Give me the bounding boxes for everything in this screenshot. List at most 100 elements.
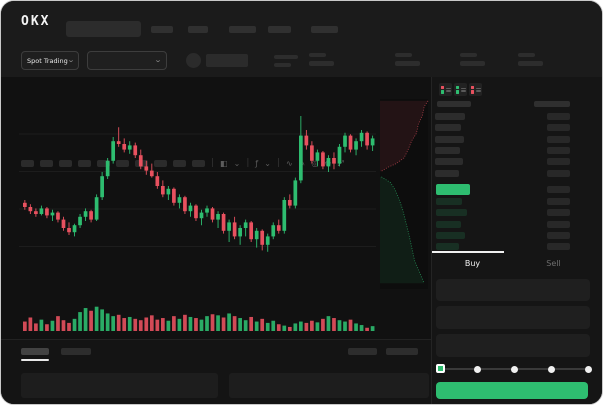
nav-item-placeholder[interactable] <box>268 26 291 33</box>
last-price-bar[interactable] <box>436 184 470 195</box>
candle-body <box>78 216 82 226</box>
bottom-tab[interactable] <box>61 348 91 355</box>
bid-price-placeholder[interactable] <box>436 209 467 217</box>
pair-selector-dropdown[interactable]: ⌄ <box>87 51 167 70</box>
interval-button-placeholder[interactable] <box>78 160 91 167</box>
bid-price-placeholder[interactable] <box>436 198 462 205</box>
bid-price-placeholder[interactable] <box>436 243 459 251</box>
volume-bar <box>83 308 88 331</box>
candle-body <box>199 212 204 219</box>
ask-price-placeholder[interactable] <box>435 113 465 120</box>
chevron-down-icon[interactable]: ⌄ <box>264 158 271 168</box>
candle-body <box>116 141 121 144</box>
interval-button-placeholder[interactable] <box>154 160 167 167</box>
amount-placeholder[interactable] <box>547 186 570 193</box>
volume-bar <box>287 326 292 331</box>
interval-button-placeholder[interactable] <box>21 160 34 167</box>
depth-asks-curve <box>381 100 429 172</box>
ask-price-placeholder[interactable] <box>435 135 464 143</box>
tab-buy[interactable]: Buy <box>464 258 481 268</box>
ask-amount-placeholder[interactable] <box>547 113 570 120</box>
candle-body <box>100 176 104 198</box>
volume-bar <box>276 324 281 331</box>
nav-item-placeholder[interactable] <box>188 26 208 33</box>
bottom-tab-active[interactable] <box>21 348 49 355</box>
candle-body <box>227 222 231 231</box>
interval-button-placeholder[interactable] <box>97 160 110 167</box>
bottom-panel-placeholder <box>21 373 218 398</box>
tab-sell[interactable]: Sell <box>546 258 561 268</box>
ask-amount-placeholder[interactable] <box>547 158 570 166</box>
interval-button-placeholder[interactable] <box>173 160 186 167</box>
slider-handle[interactable] <box>435 364 445 373</box>
orderbook-header-amount <box>534 101 570 107</box>
coin-icon <box>186 53 201 68</box>
interval-button-placeholder[interactable] <box>59 160 72 167</box>
candle-body <box>127 145 132 150</box>
ask-amount-placeholder[interactable] <box>547 146 570 154</box>
volume-bar <box>61 320 66 331</box>
slider-stop-dot[interactable] <box>584 365 592 373</box>
chevron-down-icon[interactable]: ⌄ <box>233 158 241 168</box>
bid-amount-placeholder[interactable] <box>547 220 570 228</box>
slider-stop-dot[interactable] <box>473 365 481 373</box>
volume-bar <box>111 316 116 331</box>
candle-body <box>210 208 215 220</box>
volume-bar <box>315 322 320 331</box>
bid-amount-placeholder[interactable] <box>547 209 570 217</box>
amount-input[interactable] <box>436 306 590 329</box>
screenshot-icon[interactable]: ◎ <box>311 158 319 168</box>
candle-style-icon[interactable]: ◧ <box>220 158 228 168</box>
bid-price-placeholder[interactable] <box>436 231 465 239</box>
price-input[interactable] <box>436 279 590 301</box>
ask-amount-placeholder[interactable] <box>547 135 570 143</box>
book-combined-icon[interactable] <box>439 83 452 96</box>
search-input[interactable] <box>66 21 141 37</box>
bottom-panel-placeholder <box>229 373 429 398</box>
bottom-action-button[interactable] <box>386 348 418 355</box>
volume-bar <box>78 312 82 331</box>
chart-section: |◧⌄|ƒ⌄|∿✎◎⚙⤢ <box>1 77 431 339</box>
ask-amount-placeholder[interactable] <box>547 169 570 177</box>
nav-item-placeholder[interactable] <box>151 26 173 33</box>
book-asks-icon[interactable] <box>469 83 482 96</box>
market-type-button[interactable]: Spot Trading ⌄ <box>21 51 79 70</box>
volume-bar <box>28 317 33 331</box>
candle-body <box>232 222 237 237</box>
slider-stop-dot[interactable] <box>547 365 555 373</box>
depth-asks-fill <box>380 100 428 172</box>
volume-bar <box>271 320 276 331</box>
bid-amount-placeholder[interactable] <box>547 231 570 239</box>
top-navbar: OKX <box>1 1 602 45</box>
candle-body <box>34 211 38 214</box>
submit-buy-button[interactable] <box>436 382 588 399</box>
candle-body <box>359 132 364 142</box>
slider-stop-dot[interactable] <box>510 365 518 373</box>
line-tool-icon[interactable]: ∿ <box>285 158 293 168</box>
interval-button-placeholder[interactable] <box>40 160 53 167</box>
bid-price-placeholder[interactable] <box>436 220 461 228</box>
candle-body <box>293 180 298 206</box>
bottom-action-button[interactable] <box>348 348 377 355</box>
nav-item-placeholder[interactable] <box>229 26 256 33</box>
volume-bar <box>122 318 127 331</box>
interval-button-placeholder[interactable] <box>192 160 205 167</box>
nav-item-placeholder[interactable] <box>311 26 338 33</box>
pair-name-placeholder <box>206 54 248 67</box>
book-bids-icon[interactable] <box>454 83 467 96</box>
ask-price-placeholder[interactable] <box>435 169 459 177</box>
indicators-icon[interactable]: ƒ <box>255 158 259 168</box>
ask-price-placeholder[interactable] <box>435 124 461 132</box>
interval-button-placeholder[interactable] <box>116 160 129 167</box>
bid-amount-placeholder[interactable] <box>547 243 570 251</box>
orderbook-trade-panel: Buy Sell <box>431 77 602 404</box>
volume-bar <box>332 318 336 331</box>
candle-body <box>249 222 254 240</box>
ask-price-placeholder[interactable] <box>435 158 463 166</box>
total-input[interactable] <box>436 334 590 357</box>
bid-amount-placeholder[interactable] <box>547 198 570 205</box>
ask-amount-placeholder[interactable] <box>547 124 570 132</box>
candlestick-chart-canvas[interactable] <box>19 97 429 341</box>
ask-price-placeholder[interactable] <box>435 146 460 154</box>
candle-body <box>122 144 127 150</box>
